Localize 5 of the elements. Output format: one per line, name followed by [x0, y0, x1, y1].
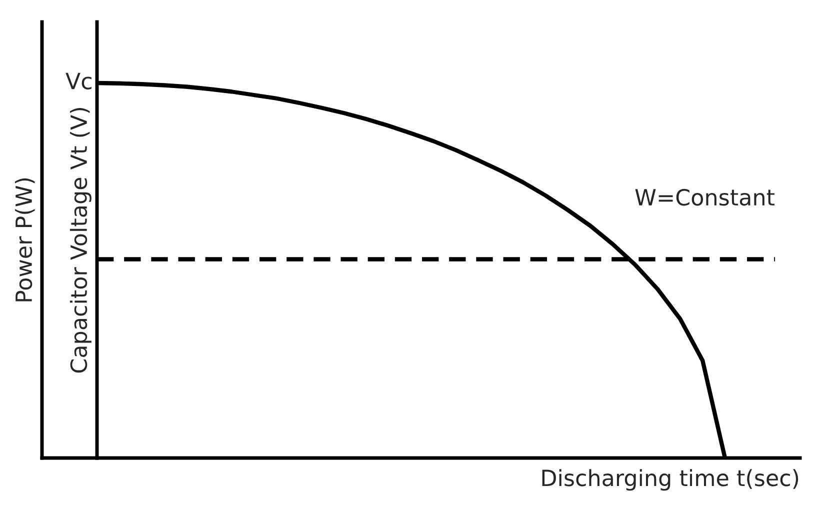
- x-axis-title: Discharging time t(sec): [542, 469, 798, 491]
- ref-line-label: W=Constant: [635, 188, 774, 206]
- y-axis-title: Capacitor Voltage Vt (V): [70, 108, 92, 373]
- annotation: Vc: [66, 72, 92, 90]
- y2-axis-title: Power P(W): [14, 178, 35, 302]
